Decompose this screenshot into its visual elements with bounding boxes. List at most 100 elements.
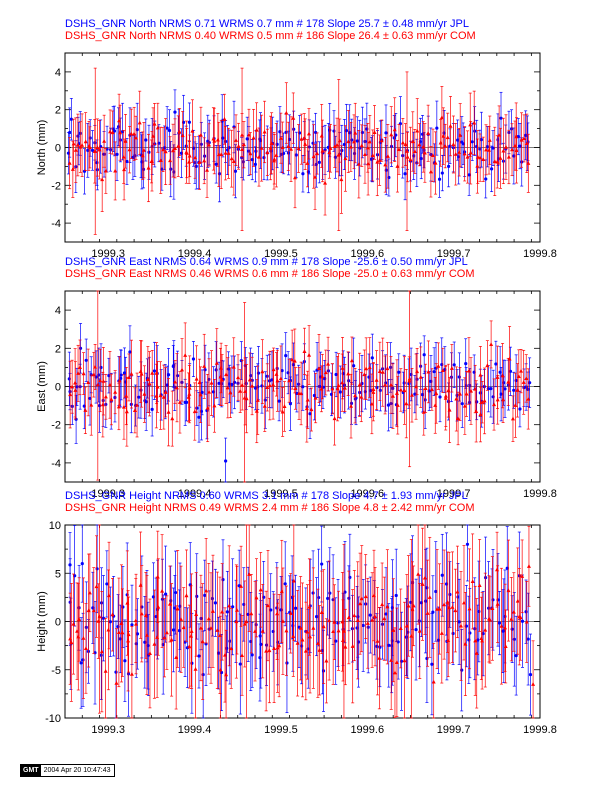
data-point-com: [210, 609, 215, 613]
data-point-com: [382, 616, 387, 621]
data-point-jpl: [308, 412, 312, 416]
y-tick-label: -10: [45, 713, 61, 725]
data-point-jpl: [233, 169, 238, 173]
data-point-com: [260, 628, 265, 633]
data-point-com: [135, 402, 140, 407]
data-point-com: [524, 376, 529, 380]
data-point-com: [155, 635, 160, 639]
data-point-com: [215, 628, 220, 632]
data-point-com: [422, 150, 427, 155]
data-point-com: [236, 375, 241, 380]
data-point-com: [441, 133, 446, 138]
data-point-jpl: [280, 369, 284, 373]
data-point-com: [526, 396, 531, 401]
data-point-com: [192, 409, 197, 414]
data-point-com: [320, 374, 325, 379]
data-point-jpl: [125, 159, 129, 164]
data-point-com: [309, 407, 314, 412]
data-point-jpl: [112, 129, 117, 133]
data-point-com: [499, 623, 504, 628]
plot-timestamp: 2004 Apr 20 10:47:43: [40, 765, 114, 776]
data-point-com: [321, 624, 326, 629]
data-point-com: [223, 150, 228, 155]
data-point-com: [375, 638, 380, 643]
data-point-com: [395, 403, 400, 407]
data-point-jpl: [409, 600, 413, 604]
data-point-jpl: [449, 375, 454, 379]
data-point-com: [402, 388, 407, 393]
data-point-com: [370, 153, 375, 158]
data-point-com: [102, 138, 107, 143]
data-point-jpl: [366, 625, 370, 629]
data-point-jpl: [258, 138, 263, 143]
data-point-com: [350, 644, 355, 648]
data-point-com: [313, 174, 318, 179]
data-point-com: [272, 646, 277, 650]
data-point-com: [425, 610, 430, 615]
data-point-com: [110, 130, 115, 135]
data-point-com: [335, 142, 340, 147]
data-point-com: [80, 143, 85, 147]
data-point-com: [521, 380, 526, 384]
data-point-com: [206, 616, 211, 621]
data-point-jpl: [269, 608, 273, 612]
data-point-jpl: [259, 642, 263, 646]
data-point-jpl: [457, 375, 461, 379]
data-point-com: [267, 648, 272, 653]
data-point-com: [152, 641, 157, 646]
data-point-jpl: [512, 637, 516, 641]
data-point-com: [296, 146, 301, 151]
data-point-jpl: [430, 662, 434, 666]
panel-header-jpl: DSHS_GNR East NRMS 0.64 WRMS 0.9 mm # 17…: [65, 256, 468, 268]
data-point-com: [353, 130, 358, 135]
data-point-com: [313, 395, 318, 400]
data-point-com: [137, 120, 142, 125]
data-point-com: [249, 611, 254, 616]
data-point-com: [400, 140, 405, 145]
data-point-jpl: [348, 131, 352, 135]
data-point-com: [305, 397, 310, 402]
data-point-com: [181, 625, 186, 630]
data-point-com: [453, 608, 458, 613]
data-point-com: [355, 618, 360, 622]
data-point-jpl: [484, 177, 488, 181]
data-point-com: [234, 607, 239, 612]
data-point-com: [152, 121, 157, 126]
data-point-jpl: [317, 160, 321, 164]
data-point-jpl: [397, 370, 401, 374]
data-point-com: [442, 602, 447, 607]
data-point-jpl: [514, 654, 518, 658]
data-point-com: [490, 606, 495, 611]
data-point-com: [116, 630, 121, 635]
data-point-jpl: [144, 138, 148, 142]
data-point-jpl: [147, 150, 151, 154]
data-point-com: [390, 393, 395, 398]
data-point-com: [349, 358, 354, 363]
data-point-com: [107, 593, 112, 598]
data-point-com: [503, 644, 508, 649]
data-point-com: [417, 628, 422, 633]
data-point-jpl: [434, 589, 438, 594]
data-point-com: [358, 601, 363, 606]
data-point-com: [383, 162, 388, 167]
data-point-com: [83, 139, 88, 144]
data-point-com: [430, 153, 435, 157]
data-point-com: [461, 600, 466, 605]
data-point-com: [365, 145, 370, 150]
data-point-com: [69, 640, 74, 645]
data-point-com: [417, 142, 422, 147]
data-point-com: [194, 376, 199, 381]
data-point-jpl: [475, 400, 479, 404]
panel-header-com: DSHS_GNR East NRMS 0.46 WRMS 0.6 mm # 18…: [65, 268, 475, 280]
data-point-com: [359, 143, 364, 148]
data-point-com: [291, 634, 296, 638]
data-point-jpl: [355, 626, 359, 630]
data-point-com: [202, 158, 207, 163]
data-point-jpl: [470, 140, 474, 144]
data-point-jpl: [245, 137, 249, 141]
data-point-com: [98, 378, 103, 383]
data-point-com: [418, 375, 423, 379]
data-point-com: [70, 384, 75, 389]
data-point-com: [433, 403, 438, 407]
data-point-jpl: [301, 172, 305, 176]
